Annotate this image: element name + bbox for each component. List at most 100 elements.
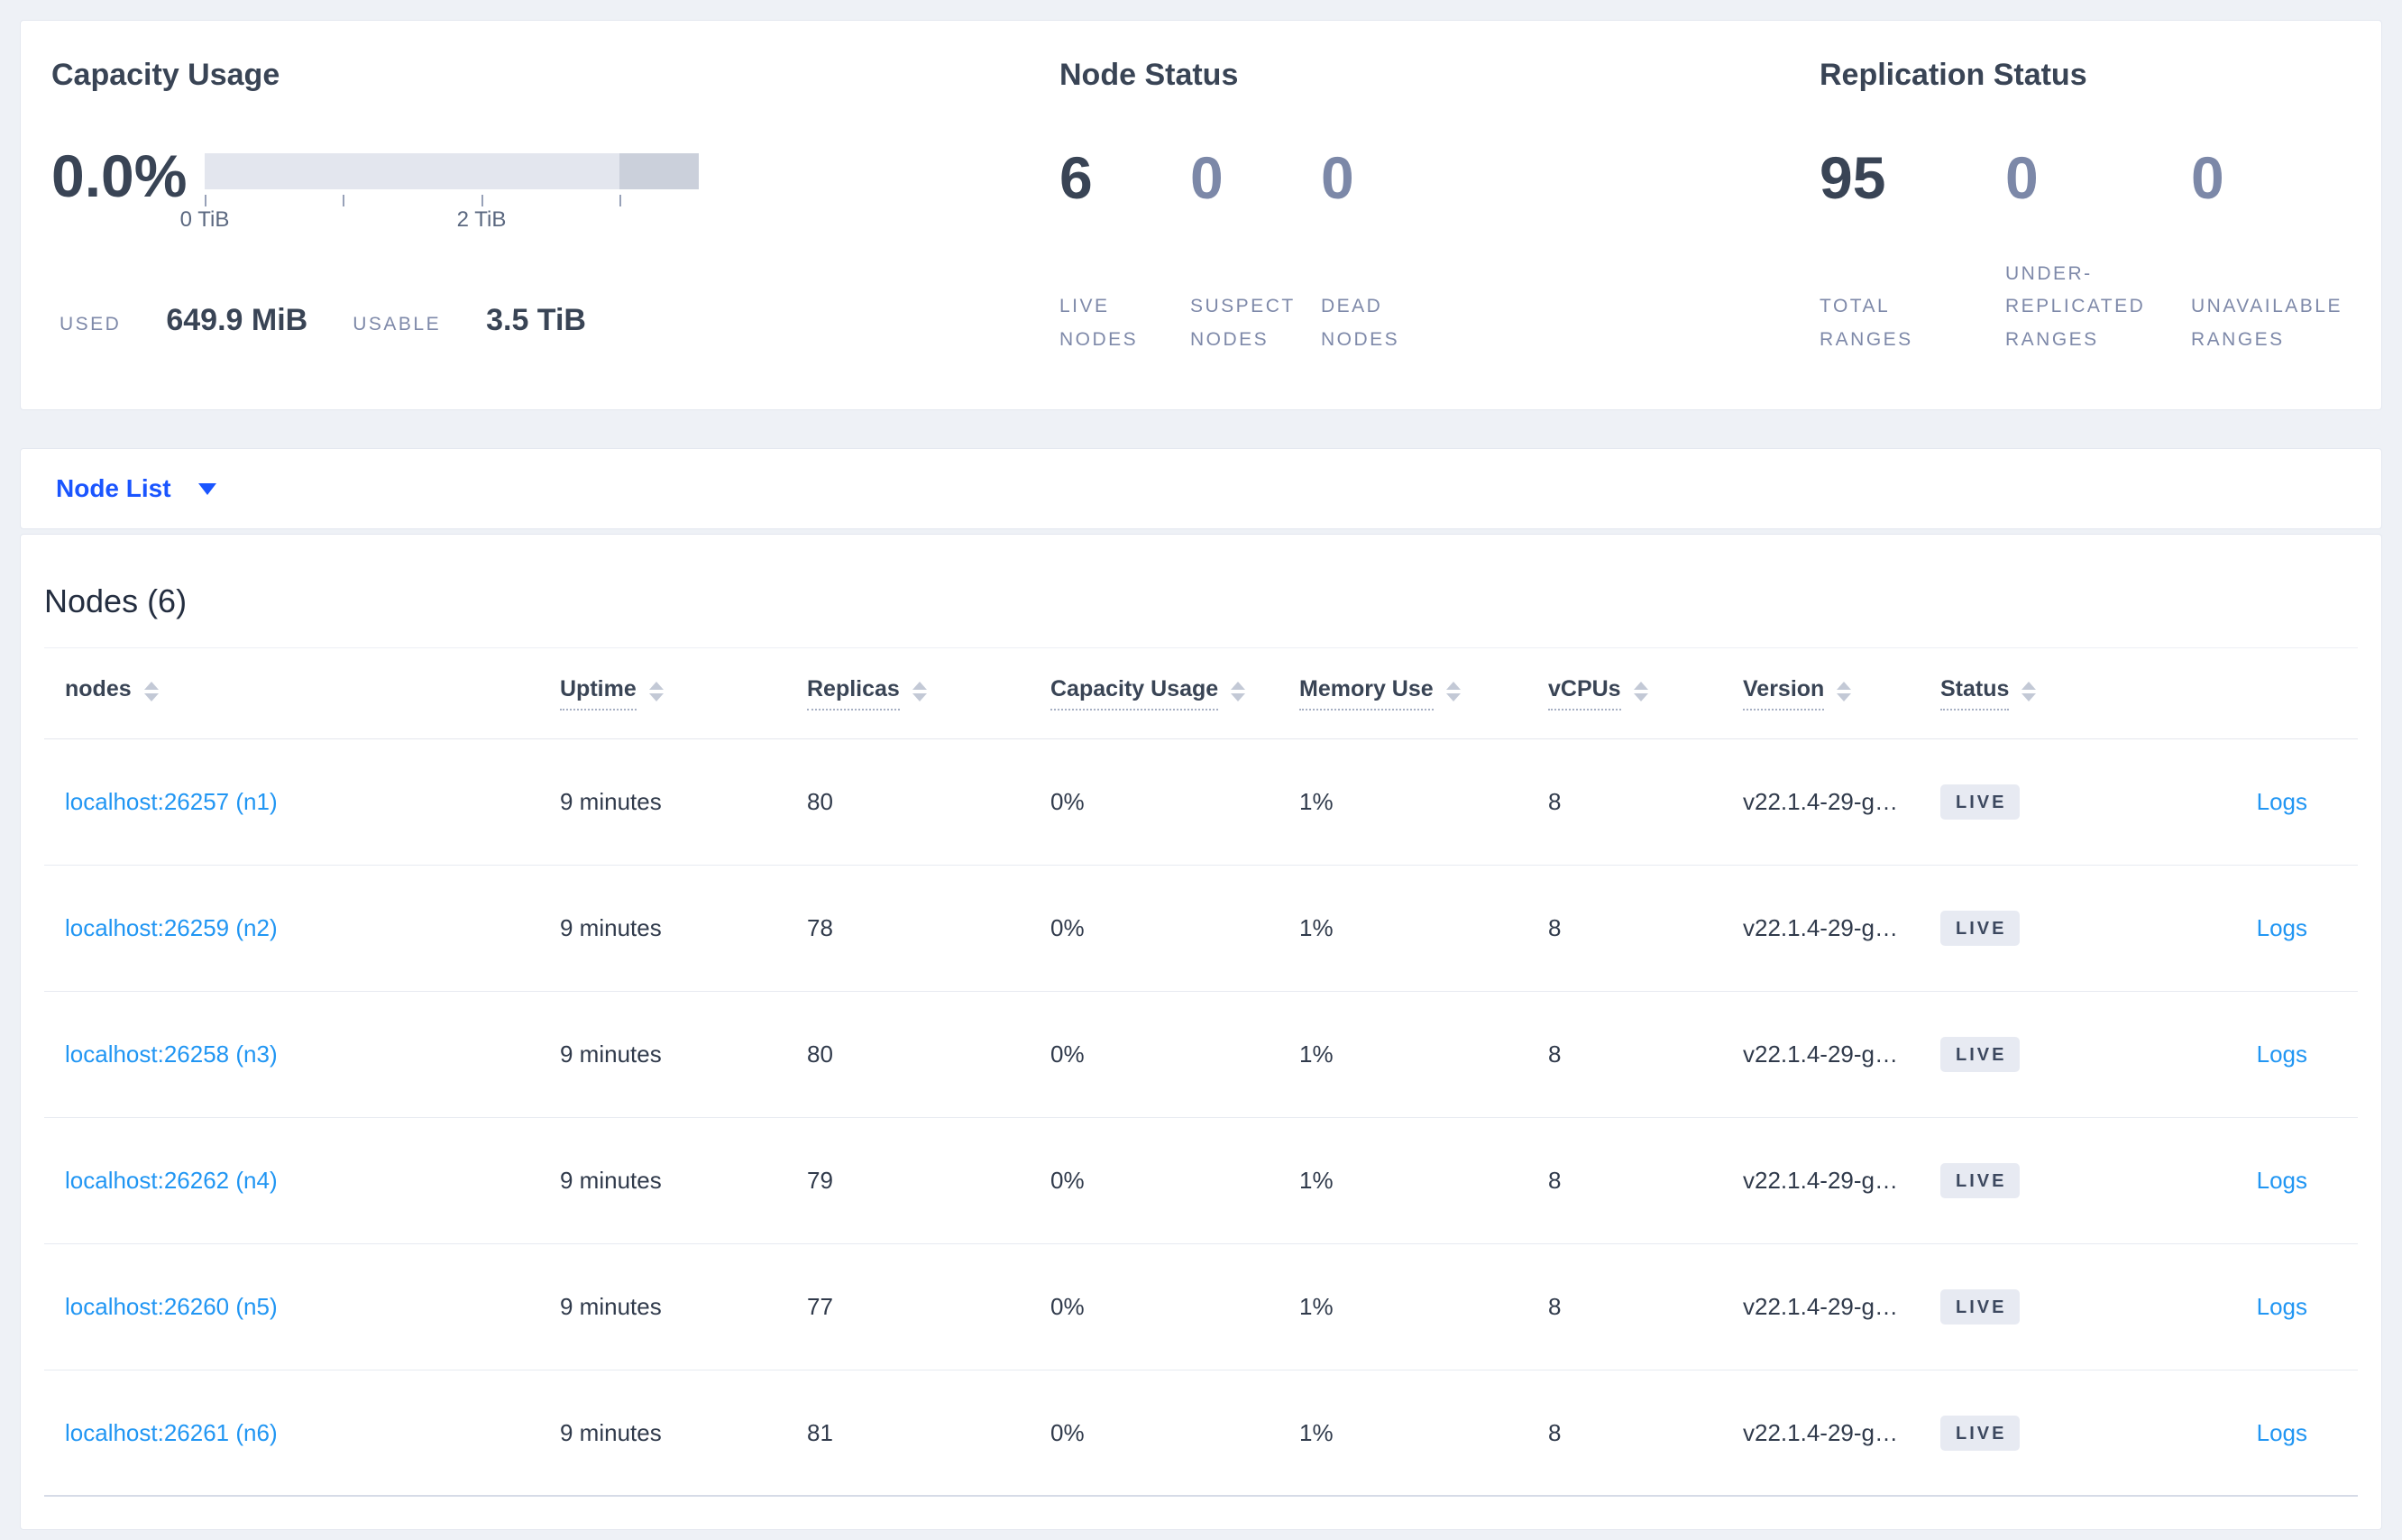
logs-link[interactable]: Logs <box>2256 914 2307 942</box>
column-header-status[interactable]: Status <box>1940 676 2156 711</box>
column-header-memory-use[interactable]: Memory Use <box>1299 676 1548 711</box>
column-header-nodes[interactable]: nodes <box>44 676 560 710</box>
capacity-bar: 0 TiB 2 TiB <box>180 152 699 234</box>
vcpus-cell: 8 <box>1548 914 1562 942</box>
logs-link[interactable]: Logs <box>2256 1167 2307 1195</box>
status-cell: LIVE <box>1940 784 2156 820</box>
nodes-table-title: Nodes (6) <box>44 582 188 619</box>
column-header-label: nodes <box>65 676 132 702</box>
status-badge: LIVE <box>1940 1415 2021 1451</box>
capacity-usage-chart: 0.0% 0 TiB 2 TiB <box>51 146 1059 234</box>
capacity-stats: USED 649.9 MiB USABLE 3.5 TiB <box>60 303 1059 338</box>
replicas-cell: 81 <box>807 1418 833 1446</box>
node-list-dropdown[interactable]: Node List <box>56 474 216 503</box>
replicas-cell: 80 <box>807 788 833 816</box>
sort-arrows-icon <box>1445 681 1461 701</box>
capacity-usage-cell: 0% <box>1050 1293 1085 1321</box>
node-link[interactable]: localhost:26260 (n5) <box>65 1293 278 1321</box>
capacity-usage-cell: 0% <box>1050 1040 1085 1068</box>
vcpus-cell: 8 <box>1548 1418 1562 1446</box>
version-cell: v22.1.4-29-g… <box>1743 1040 1898 1068</box>
usable-label: USABLE <box>353 313 442 335</box>
sort-arrows-icon <box>143 681 159 701</box>
logs-link[interactable]: Logs <box>2256 1418 2307 1446</box>
capacity-usage-cell: 0% <box>1050 1418 1085 1446</box>
node-status-metrics: 6 LIVE NODES 0 SUSPECT NODES 0 DEAD NODE… <box>1059 148 1820 357</box>
replicas-cell: 77 <box>807 1293 833 1321</box>
capacity-usage-title: Capacity Usage <box>51 58 280 92</box>
table-row: localhost:26260 (n5) 9 minutes 77 0% 1% … <box>44 1244 2358 1371</box>
node-address-cell: localhost:26260 (n5) <box>44 1293 560 1321</box>
used-label: USED <box>60 313 122 335</box>
status-cell: LIVE <box>1940 1037 2156 1073</box>
status-cell: LIVE <box>1940 911 2156 947</box>
node-address-cell: localhost:26258 (n3) <box>44 1040 560 1068</box>
sort-arrows-icon <box>1231 681 1246 701</box>
capacity-bar-dark-segment <box>619 152 699 189</box>
live-nodes-value: 6 <box>1059 143 1093 211</box>
node-link[interactable]: localhost:26261 (n6) <box>65 1418 278 1446</box>
total-ranges-label: TOTAL RANGES <box>1820 296 1913 351</box>
divider <box>44 647 2358 649</box>
logs-link[interactable]: Logs <box>2256 1040 2307 1068</box>
node-link[interactable]: localhost:26259 (n2) <box>65 914 278 942</box>
column-header-label: vCPUs <box>1548 676 1621 711</box>
table-row: localhost:26257 (n1) 9 minutes 80 0% 1% … <box>44 739 2358 866</box>
node-status-title: Node Status <box>1059 58 1239 92</box>
column-header-label: Uptime <box>560 676 637 711</box>
node-address-cell: localhost:26261 (n6) <box>44 1419 560 1447</box>
caret-down-icon <box>197 482 216 495</box>
memory-use-cell: 1% <box>1299 1167 1334 1195</box>
suspect-nodes-metric: 0 SUSPECT NODES <box>1190 148 1321 357</box>
column-header-uptime[interactable]: Uptime <box>560 676 807 711</box>
uptime-cell: 9 minutes <box>560 914 662 942</box>
capacity-usage-cell: 0% <box>1050 914 1085 942</box>
vcpus-cell: 8 <box>1548 788 1562 816</box>
logs-link[interactable]: Logs <box>2256 1293 2307 1321</box>
capacity-usage-cell: 0% <box>1050 1167 1085 1195</box>
node-link[interactable]: localhost:26257 (n1) <box>65 788 278 816</box>
column-header-vcpus[interactable]: vCPUs <box>1548 676 1743 711</box>
capacity-axis-ticks <box>205 193 699 207</box>
sort-arrows-icon <box>648 681 664 701</box>
column-header-replicas[interactable]: Replicas <box>807 676 1050 711</box>
logs-cell: Logs <box>2156 1293 2358 1321</box>
unavailable-ranges-metric: 0 UNAVAILABLE RANGES <box>2191 148 2377 357</box>
status-badge: LIVE <box>1940 1037 2021 1073</box>
uptime-cell: 9 minutes <box>560 1040 662 1068</box>
column-header-label: Memory Use <box>1299 676 1434 711</box>
node-link[interactable]: localhost:26262 (n4) <box>65 1167 278 1195</box>
column-header-version[interactable]: Version <box>1743 676 1940 711</box>
used-value: 649.9 MiB <box>166 302 308 337</box>
column-header-label: Status <box>1940 676 2010 711</box>
node-list-dropdown-label: Node List <box>56 474 171 502</box>
logs-cell: Logs <box>2156 788 2358 816</box>
capacity-axis-labels: 0 TiB 2 TiB <box>180 206 699 234</box>
table-header-row: nodes Uptime Replicas Capacity Usage Mem… <box>44 648 2358 740</box>
unavailable-ranges-label: UNAVAILABLE RANGES <box>2191 296 2342 351</box>
logs-cell: Logs <box>2156 914 2358 942</box>
logs-link[interactable]: Logs <box>2256 788 2307 816</box>
memory-use-cell: 1% <box>1299 1293 1334 1321</box>
capacity-usage-section: Capacity Usage 0.0% 0 TiB 2 TiB <box>51 57 1059 409</box>
under-replicated-ranges-label: UNDER-REPLICATED RANGES <box>2005 262 2146 351</box>
axis-label-2tib: 2 TiB <box>456 206 507 232</box>
capacity-usage-cell: 0% <box>1050 788 1085 816</box>
memory-use-cell: 1% <box>1299 1040 1334 1068</box>
node-link[interactable]: localhost:26258 (n3) <box>65 1040 278 1068</box>
version-cell: v22.1.4-29-g… <box>1743 914 1898 942</box>
status-cell: LIVE <box>1940 1289 2156 1325</box>
sort-arrows-icon <box>2022 681 2037 701</box>
usable-value: 3.5 TiB <box>486 302 586 337</box>
suspect-nodes-value: 0 <box>1190 143 1224 211</box>
column-header-capacity-usage[interactable]: Capacity Usage <box>1050 676 1299 711</box>
memory-use-cell: 1% <box>1299 1418 1334 1446</box>
column-header-label: Version <box>1743 676 1825 711</box>
table-row: localhost:26259 (n2) 9 minutes 78 0% 1% … <box>44 866 2358 993</box>
node-address-cell: localhost:26262 (n4) <box>44 1167 560 1195</box>
axis-label-0tib: 0 TiB <box>179 206 230 232</box>
axis-tick <box>481 194 483 206</box>
live-nodes-metric: 6 LIVE NODES <box>1059 148 1190 357</box>
version-cell: v22.1.4-29-g… <box>1743 1293 1898 1321</box>
